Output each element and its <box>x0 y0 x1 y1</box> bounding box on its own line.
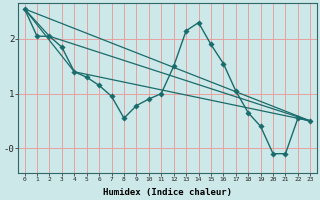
X-axis label: Humidex (Indice chaleur): Humidex (Indice chaleur) <box>103 188 232 197</box>
